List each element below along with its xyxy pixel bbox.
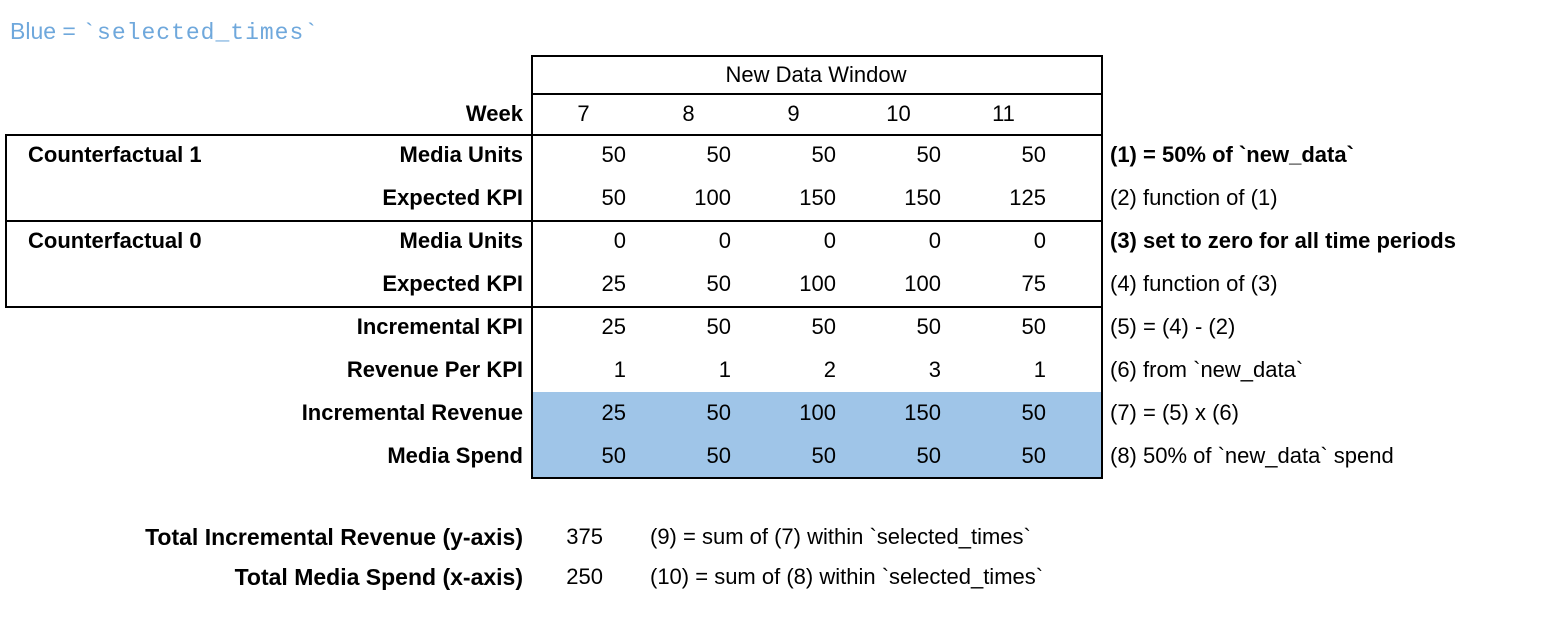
row-note: (5) = (4) - (2) xyxy=(1110,314,1236,339)
row-note: (1) = 50% of `new_data` xyxy=(1110,142,1354,167)
border-line xyxy=(531,55,533,479)
total-media-spend-row: Total Media Spend (x-axis) 250 (10) = su… xyxy=(5,556,1043,598)
row-note: (3) set to zero for all time periods xyxy=(1110,228,1456,253)
value-cell: 125 xyxy=(1009,185,1046,210)
value-cell: 50 xyxy=(916,443,941,468)
value-cell: 50 xyxy=(1021,142,1046,167)
value-cell: 50 xyxy=(916,314,941,339)
value-cell: 150 xyxy=(799,185,836,210)
table-row-expected-kpi-cf1: Expected KPI 50 100 150 150 125 (2) func… xyxy=(5,177,1278,219)
legend-label: Blue = xyxy=(10,18,83,44)
row-label: Incremental Revenue xyxy=(301,400,523,425)
value-cell: 25 xyxy=(601,400,626,425)
value-cell: 50 xyxy=(706,142,731,167)
row-label: Expected KPI xyxy=(382,185,523,210)
value-cell: 100 xyxy=(799,271,836,296)
border-line xyxy=(5,306,1103,308)
value-cell: 150 xyxy=(904,400,941,425)
value-cell: 50 xyxy=(1021,443,1046,468)
value-cell: 0 xyxy=(613,228,626,253)
table-row-media-spend: Media Spend 50 50 50 50 50 (8) 50% of `n… xyxy=(5,435,1394,477)
week-cell: 11 xyxy=(992,101,1015,126)
selected-times-highlight xyxy=(533,392,1101,477)
total-value: 375 xyxy=(566,524,603,549)
border-line xyxy=(531,93,1103,95)
value-cell: 150 xyxy=(904,185,941,210)
week-cell: 8 xyxy=(682,101,695,126)
row-label: Revenue Per KPI xyxy=(346,357,523,382)
value-cell: 1 xyxy=(718,357,731,382)
value-cell: 100 xyxy=(799,400,836,425)
week-label-cell: Week xyxy=(5,101,531,127)
table-row-incremental-revenue: Incremental Revenue 25 50 100 150 50 (7)… xyxy=(5,392,1239,434)
row-note: (2) function of (1) xyxy=(1110,185,1278,210)
value-cell: 25 xyxy=(601,271,626,296)
total-note: (10) = sum of (8) within `selected_times… xyxy=(650,564,1044,589)
value-cell: 50 xyxy=(811,314,836,339)
week-label: Week xyxy=(465,101,523,126)
value-cell: 50 xyxy=(1021,400,1046,425)
border-line xyxy=(1101,55,1103,479)
table-row-incremental-kpi: Incremental KPI 25 50 50 50 50 (5) = (4)… xyxy=(5,306,1236,348)
row-note: (8) 50% of `new_data` spend xyxy=(1110,443,1394,468)
total-incremental-revenue-row: Total Incremental Revenue (y-axis) 375 (… xyxy=(5,516,1031,558)
group-label: Counterfactual 0 xyxy=(28,228,202,253)
total-label: Total Media Spend (x-axis) xyxy=(234,563,523,590)
value-cell: 50 xyxy=(811,443,836,468)
row-label: Media Spend xyxy=(387,443,523,468)
week-cell: 9 xyxy=(787,101,800,126)
value-cell: 1 xyxy=(1033,357,1046,382)
table-row-media-units-cf1: Counterfactual 1 Media Units 50 50 50 50… xyxy=(5,134,1354,176)
row-label: Media Units xyxy=(399,142,523,167)
legend-blue-note: Blue = `selected_times` xyxy=(10,18,319,46)
legend-code: `selected_times` xyxy=(82,20,320,46)
row-note: (6) from `new_data` xyxy=(1110,357,1304,382)
row-label: Incremental KPI xyxy=(356,314,523,339)
week-row: Week 7 8 9 10 11 xyxy=(5,94,1056,134)
value-cell: 75 xyxy=(1021,271,1046,296)
value-cell: 0 xyxy=(1033,228,1046,253)
value-cell: 50 xyxy=(706,271,731,296)
value-cell: 1 xyxy=(613,357,626,382)
value-cell: 50 xyxy=(601,443,626,468)
new-data-window-header: New Data Window xyxy=(725,61,907,87)
value-cell: 50 xyxy=(601,185,626,210)
row-note: (4) function of (3) xyxy=(1110,271,1278,296)
row-note: (7) = (5) x (6) xyxy=(1110,400,1239,425)
border-line xyxy=(5,134,1103,136)
value-cell: 100 xyxy=(694,185,731,210)
value-cell: 50 xyxy=(601,142,626,167)
border-line xyxy=(5,220,1103,222)
total-note: (9) = sum of (7) within `selected_times` xyxy=(650,524,1031,549)
value-cell: 100 xyxy=(904,271,941,296)
week-cell: 10 xyxy=(886,101,911,126)
value-cell: 50 xyxy=(706,314,731,339)
row-label: Media Units xyxy=(399,228,523,253)
value-cell: 50 xyxy=(1021,314,1046,339)
border-line xyxy=(531,55,1103,57)
value-cell: 25 xyxy=(601,314,626,339)
border-line xyxy=(5,134,7,308)
value-cell: 0 xyxy=(823,228,836,253)
group-label: Counterfactual 1 xyxy=(28,142,202,167)
table-row-media-units-cf0: Counterfactual 0 Media Units 0 0 0 0 0 (… xyxy=(5,220,1456,262)
total-value: 250 xyxy=(566,564,603,589)
table-row-revenue-per-kpi: Revenue Per KPI 1 1 2 3 1 (6) from `new_… xyxy=(5,349,1303,391)
value-cell: 0 xyxy=(928,228,941,253)
border-line xyxy=(531,477,1103,479)
week-cell: 7 xyxy=(577,101,590,126)
value-cell: 50 xyxy=(811,142,836,167)
value-cell: 50 xyxy=(916,142,941,167)
value-cell: 0 xyxy=(718,228,731,253)
row-label: Expected KPI xyxy=(382,271,523,296)
value-cell: 2 xyxy=(823,357,836,382)
value-cell: 50 xyxy=(706,443,731,468)
total-label: Total Incremental Revenue (y-axis) xyxy=(145,523,523,550)
table-row-expected-kpi-cf0: Expected KPI 25 50 100 100 75 (4) functi… xyxy=(5,263,1278,305)
value-cell: 3 xyxy=(928,357,941,382)
value-cell: 50 xyxy=(706,400,731,425)
